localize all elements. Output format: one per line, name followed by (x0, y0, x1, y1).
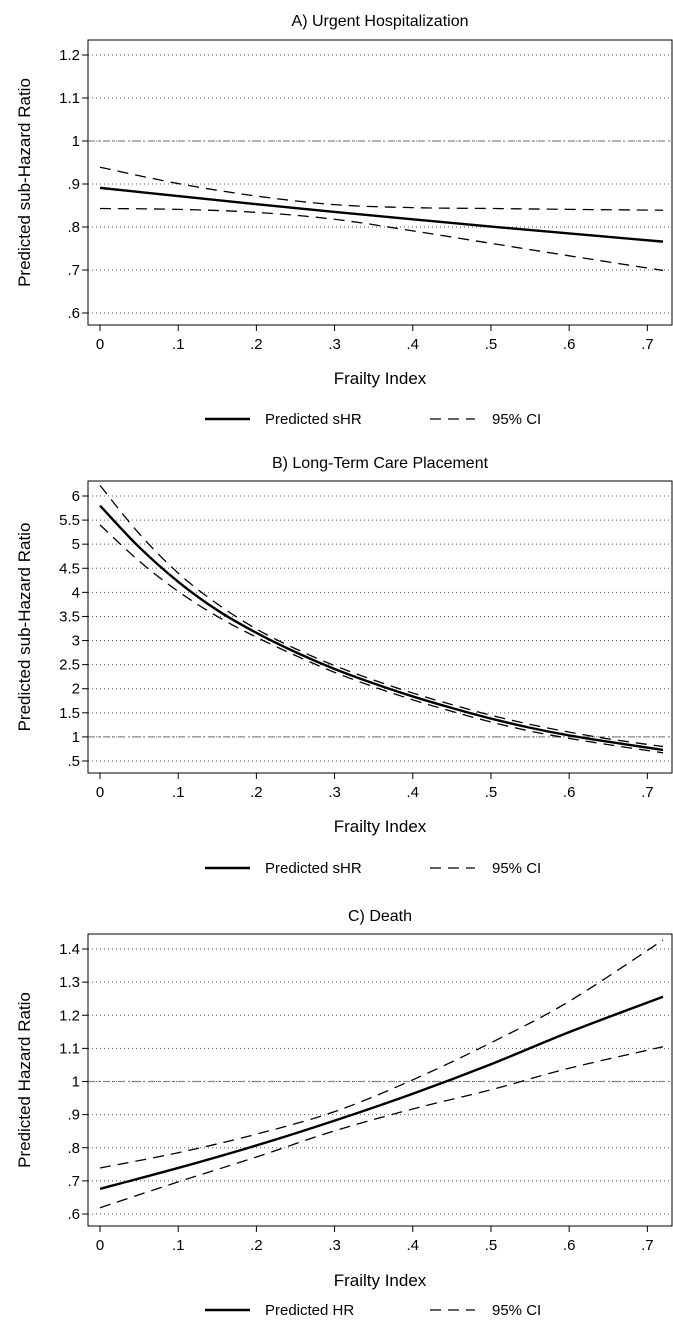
y-tick-label: .5 (67, 753, 80, 770)
y-tick-label: .8 (67, 219, 80, 236)
y-tick-label: .6 (67, 305, 80, 322)
x-axis-label: Frailty Index (334, 817, 427, 836)
y-tick-label: 1.3 (59, 974, 80, 991)
ci-lower-line (99, 1046, 664, 1209)
legend: Predicted sHR 95% CI (205, 411, 541, 428)
y-tick-label: 1 (72, 729, 80, 746)
ci-lower-line (99, 207, 664, 272)
plot-frame (87, 39, 673, 326)
legend-label-estimate: Predicted sHR (265, 860, 362, 877)
x-tick-label: .7 (641, 336, 654, 353)
y-tick-label: .7 (67, 262, 80, 279)
legend-label-estimate: Predicted sHR (265, 411, 362, 428)
x-tick-label: .4 (407, 336, 420, 353)
estimate-line (99, 995, 664, 1190)
x-tick-label: 0 (96, 1237, 104, 1254)
x-tick-label: .2 (250, 1237, 263, 1254)
legend-label-ci: 95% CI (492, 411, 541, 428)
y-tick-label: 5 (72, 536, 80, 553)
x-tick-label: .1 (172, 1237, 185, 1254)
ci-upper-line (99, 939, 664, 1169)
x-axis-label: Frailty Index (334, 1271, 427, 1290)
y-tick-label: 4 (72, 584, 80, 601)
x-tick-label: .4 (407, 1237, 420, 1254)
y-axis-label: Predicted sub-Hazard Ratio (15, 78, 34, 287)
x-tick-label: .3 (328, 784, 341, 801)
chart-title: A) Urgent Hospitalization (292, 13, 469, 30)
y-tick-label: 1.4 (59, 941, 80, 958)
plot-frame (87, 933, 673, 1227)
y-tick-label: .7 (67, 1173, 80, 1190)
x-tick-label: .4 (407, 784, 420, 801)
y-tick-label: 6 (72, 488, 80, 505)
y-tick-label: .9 (67, 1107, 80, 1124)
ci-upper-line (99, 166, 664, 211)
chart-panel-3: C) Death .6 .7 .8 .9 1 1.1 1.2 1.3 1.4 0 .1 .2 .3 .4 .5… (15, 908, 673, 1319)
y-tick-label: 1.2 (59, 47, 80, 64)
y-tick-label: 2 (72, 681, 80, 698)
x-tick-label: .1 (172, 784, 185, 801)
x-tick-label: .5 (485, 1237, 498, 1254)
legend-label-ci: 95% CI (492, 1302, 541, 1319)
ci-upper-line (99, 484, 664, 748)
x-tick-label: .5 (485, 336, 498, 353)
y-axis-label: Predicted sub-Hazard Ratio (15, 523, 34, 732)
y-tick-label: 1 (72, 133, 80, 150)
plot-frame (87, 480, 673, 774)
legend: Predicted HR 95% CI (205, 1302, 541, 1319)
y-tick-label: 4.5 (59, 560, 80, 577)
x-tick-label: .6 (563, 336, 576, 353)
x-tick-label: .7 (641, 784, 654, 801)
x-tick-label: 0 (96, 336, 104, 353)
x-tick-label: .6 (563, 1237, 576, 1254)
legend-label-estimate: Predicted HR (265, 1302, 354, 1319)
x-tick-label: .6 (563, 784, 576, 801)
chart-panel-2: B) Long-Term Care Placement .5 1 1.5 2 2.5 3 3.… (15, 455, 673, 877)
chart-panel-1: A) Urgent Hospitalization .6 .7 .8 .9 1 1.1 1.2… (15, 13, 673, 428)
y-tick-label: 1 (72, 1074, 80, 1091)
y-tick-label: .8 (67, 1140, 80, 1157)
y-tick-label: 3.5 (59, 608, 80, 625)
chart-title: C) Death (348, 908, 412, 925)
y-tick-label: 5.5 (59, 512, 80, 529)
x-tick-label: .2 (250, 336, 263, 353)
x-axis-label: Frailty Index (334, 369, 427, 388)
legend-label-ci: 95% CI (492, 860, 541, 877)
x-tick-label: 0 (96, 784, 104, 801)
x-tick-label: .7 (641, 1237, 654, 1254)
y-tick-label: 1.1 (59, 1040, 80, 1057)
y-tick-label: .9 (67, 176, 80, 193)
x-tick-label: .3 (328, 336, 341, 353)
legend: Predicted sHR 95% CI (205, 860, 541, 877)
x-tick-label: .3 (328, 1237, 341, 1254)
chart-title: B) Long-Term Care Placement (272, 455, 489, 472)
y-tick-label: .6 (67, 1206, 80, 1223)
x-tick-label: .1 (172, 336, 185, 353)
y-tick-label: 1.1 (59, 90, 80, 107)
y-tick-label: 2.5 (59, 657, 80, 674)
ci-lower-line (99, 524, 664, 754)
x-tick-label: .2 (250, 784, 263, 801)
y-tick-label: 1.5 (59, 705, 80, 722)
estimate-line (99, 186, 664, 243)
x-tick-label: .5 (485, 784, 498, 801)
y-axis-label: Predicted Hazard Ratio (15, 992, 34, 1168)
estimate-line (99, 504, 664, 752)
y-tick-label: 3 (72, 633, 80, 650)
y-tick-label: 1.2 (59, 1007, 80, 1024)
